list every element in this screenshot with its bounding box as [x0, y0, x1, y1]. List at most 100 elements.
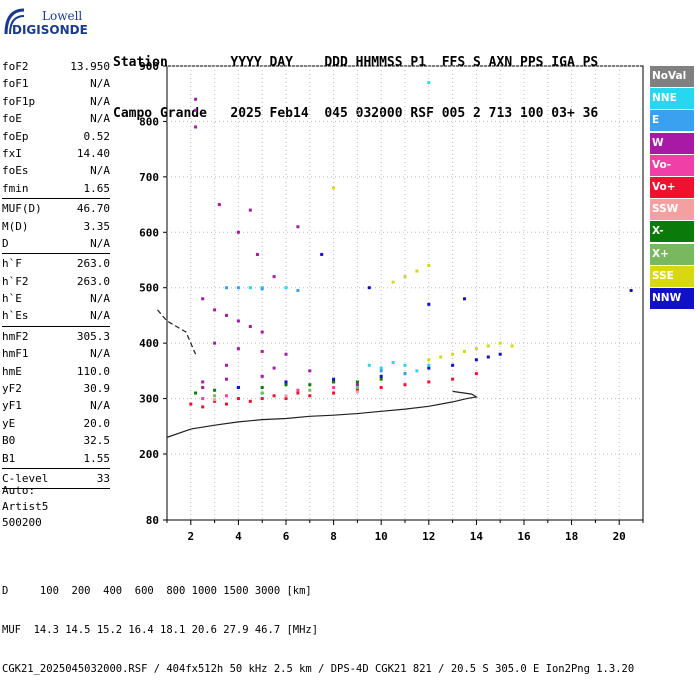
legend-item-nne: NNE: [650, 88, 694, 110]
echo-point-vo: [260, 397, 264, 401]
param-value: 13.950: [70, 60, 110, 73]
y-tick-label: 800: [139, 115, 159, 128]
x-tick-label: 12: [422, 530, 435, 543]
legend-item-x: X+: [650, 243, 694, 265]
echo-point-nnw: [332, 377, 336, 381]
param-value: 32.5: [83, 434, 111, 448]
echo-point-x: [260, 391, 264, 395]
distance-row: D 100 200 400 600 800 1000 1500 3000 [km…: [2, 585, 312, 597]
echo-point-vo: [272, 394, 276, 398]
echo-point-vo: [213, 399, 217, 403]
echo-point-nnw: [463, 297, 466, 301]
x-tick-label: 18: [565, 530, 578, 543]
echo-point-nnw: [486, 355, 490, 359]
y-tick-label: 500: [139, 282, 159, 295]
param-value: 1.65: [83, 181, 111, 195]
x-tick-label: 6: [283, 530, 290, 543]
param-row: yE 20.0: [2, 415, 110, 432]
param-name: C-level: [2, 471, 49, 485]
echo-point-w: [194, 125, 198, 129]
echo-point-w: [355, 383, 359, 387]
echo-point-vo: [284, 397, 288, 401]
echo-point-sse: [474, 347, 478, 351]
param-value: 14.40: [76, 146, 110, 160]
x-tick-label: 4: [235, 530, 242, 543]
echo-point-sse: [332, 186, 336, 190]
echo-point-nne: [379, 366, 383, 370]
echo-point-sse: [498, 341, 502, 345]
legend-item-e: E: [650, 110, 694, 132]
y-tick-label: 200: [139, 448, 159, 461]
param-name: M(D): [2, 219, 29, 233]
echo-point-nne: [367, 363, 371, 367]
param-value: N/A: [90, 236, 110, 250]
echo-point-vo: [201, 397, 205, 401]
legend-item-w: W: [650, 132, 694, 154]
echo-point-x: [213, 388, 217, 392]
echo-point-vo: [355, 388, 359, 392]
footer-info: D 100 200 400 600 800 1000 1500 3000 [km…: [2, 559, 634, 689]
echo-point-w: [296, 225, 300, 229]
artist-code: 500200: [2, 516, 42, 529]
autoscaling-info: Auto: Artist5 500200: [2, 483, 48, 531]
svg-text:Lowell: Lowell: [42, 9, 82, 23]
echo-point-vo: [296, 388, 300, 392]
legend-item-ssw: SSW: [650, 199, 694, 221]
echo-point-nnw: [367, 286, 371, 290]
param-separator: [2, 198, 110, 200]
x-tick-label: 16: [517, 530, 531, 543]
param-row: hmE 110.0: [2, 363, 110, 380]
echo-point-vo: [403, 383, 407, 387]
echo-point-sse: [463, 349, 466, 353]
echo-point-w: [255, 252, 259, 256]
param-value: 305.3: [76, 329, 110, 343]
x-tick-label: 2: [187, 530, 194, 543]
y-tick-label: 400: [139, 337, 159, 350]
echo-point-w: [225, 313, 228, 317]
echo-point-nne: [415, 369, 419, 373]
param-value: 1.55: [83, 451, 111, 465]
param-value: 0.52: [83, 129, 111, 143]
echo-point-w: [308, 369, 312, 373]
virtual-height-trace: [157, 309, 197, 355]
param-name: foF1p: [2, 94, 36, 108]
echo-point-e: [403, 372, 407, 376]
echo-point-vo: [236, 397, 240, 401]
legend-item-sse: SSE: [650, 265, 694, 287]
echo-point-vo: [379, 385, 383, 389]
y-tick-label: 900: [139, 60, 159, 73]
legend-item-x: X-: [650, 221, 694, 243]
lowell-digisonde-logo: Lowell DIGISONDE: [2, 4, 112, 40]
param-separator: [2, 488, 110, 490]
echo-point-e: [379, 369, 383, 373]
echo-point-nnw: [498, 352, 502, 356]
echo-point-w: [201, 385, 205, 389]
echo-point-vo: [201, 405, 205, 409]
echo-point-x: [379, 377, 383, 381]
echo-point-x: [213, 394, 217, 398]
y-tick-label: 300: [139, 393, 159, 406]
param-value: N/A: [90, 112, 110, 126]
param-value: N/A: [90, 347, 110, 361]
echo-point-vo: [248, 399, 252, 403]
echo-point-x: [308, 383, 312, 387]
echo-point-nne: [403, 363, 407, 367]
param-name: yF1: [2, 399, 22, 413]
echo-point-ssw: [355, 390, 359, 394]
echo-point-sse: [510, 344, 514, 348]
echo-point-w: [225, 377, 228, 381]
legend-item-vo: Vo-: [650, 154, 694, 176]
echo-point-w: [272, 366, 276, 370]
param-value: N/A: [90, 164, 110, 178]
echo-point-vo: [474, 372, 478, 376]
echo-point-vo: [308, 394, 312, 398]
echo-point-vo: [427, 380, 431, 384]
echo-point-x: [355, 385, 359, 389]
param-row: yF1 N/A: [2, 397, 110, 414]
echo-point-nnw: [284, 380, 288, 384]
param-row: h`E N/A: [2, 290, 110, 307]
param-row: hmF1 N/A: [2, 345, 110, 362]
echo-point-ssw: [284, 394, 288, 398]
param-separator: [2, 325, 110, 327]
x-tick-label: 20: [613, 530, 626, 543]
